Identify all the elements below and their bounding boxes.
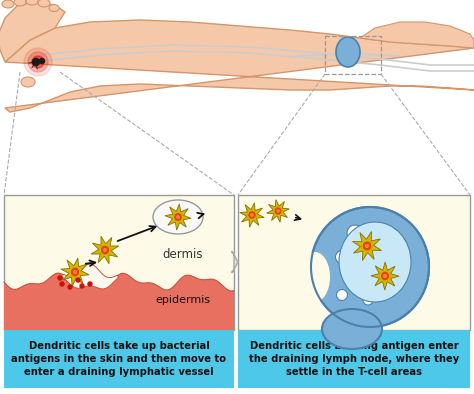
Ellipse shape bbox=[153, 200, 203, 234]
Circle shape bbox=[39, 58, 45, 63]
Ellipse shape bbox=[380, 271, 390, 281]
Ellipse shape bbox=[100, 245, 110, 255]
Circle shape bbox=[32, 56, 44, 68]
Ellipse shape bbox=[311, 207, 429, 327]
Ellipse shape bbox=[336, 37, 360, 67]
Ellipse shape bbox=[38, 0, 50, 7]
Polygon shape bbox=[62, 264, 118, 289]
Ellipse shape bbox=[173, 213, 183, 221]
Text: Dendritic cells bearing antigen enter
the draining lymph node, where they
settle: Dendritic cells bearing antigen enter th… bbox=[249, 341, 459, 377]
Polygon shape bbox=[91, 236, 119, 264]
Text: dermis: dermis bbox=[162, 247, 202, 260]
Ellipse shape bbox=[363, 295, 373, 305]
Polygon shape bbox=[4, 273, 234, 330]
Ellipse shape bbox=[322, 309, 382, 349]
Circle shape bbox=[76, 278, 80, 282]
Circle shape bbox=[382, 273, 389, 279]
Bar bbox=[325, 36, 381, 74]
Bar bbox=[238, 195, 470, 330]
FancyArrow shape bbox=[232, 251, 238, 273]
Ellipse shape bbox=[247, 211, 257, 219]
Circle shape bbox=[73, 271, 76, 273]
Ellipse shape bbox=[300, 252, 330, 302]
Circle shape bbox=[60, 282, 64, 286]
Ellipse shape bbox=[14, 0, 26, 6]
Circle shape bbox=[80, 284, 84, 288]
Ellipse shape bbox=[375, 230, 389, 243]
Ellipse shape bbox=[339, 222, 411, 302]
Polygon shape bbox=[371, 262, 399, 290]
Ellipse shape bbox=[370, 255, 381, 266]
Ellipse shape bbox=[21, 77, 35, 87]
Ellipse shape bbox=[26, 0, 38, 5]
Ellipse shape bbox=[336, 251, 348, 264]
Circle shape bbox=[68, 285, 72, 289]
Bar bbox=[4, 330, 234, 388]
Polygon shape bbox=[5, 20, 474, 112]
Ellipse shape bbox=[347, 225, 363, 241]
Circle shape bbox=[365, 245, 368, 247]
Ellipse shape bbox=[70, 268, 81, 277]
Ellipse shape bbox=[361, 241, 373, 251]
Polygon shape bbox=[360, 22, 474, 48]
Circle shape bbox=[72, 268, 79, 275]
Ellipse shape bbox=[352, 274, 364, 286]
Circle shape bbox=[175, 214, 181, 220]
Polygon shape bbox=[0, 2, 65, 62]
Circle shape bbox=[28, 52, 48, 72]
Circle shape bbox=[88, 282, 92, 286]
Circle shape bbox=[363, 242, 371, 250]
Text: Dendritic cells take up bacterial
antigens in the skin and then move to
enter a : Dendritic cells take up bacterial antige… bbox=[11, 341, 227, 377]
Polygon shape bbox=[165, 204, 191, 230]
Circle shape bbox=[383, 275, 386, 277]
Bar bbox=[238, 330, 470, 388]
Circle shape bbox=[58, 276, 62, 280]
Circle shape bbox=[24, 48, 52, 76]
Ellipse shape bbox=[337, 290, 347, 301]
Polygon shape bbox=[353, 232, 382, 260]
Circle shape bbox=[275, 208, 281, 214]
Circle shape bbox=[104, 249, 106, 251]
Circle shape bbox=[177, 216, 179, 218]
Ellipse shape bbox=[273, 207, 283, 215]
Circle shape bbox=[251, 214, 253, 216]
Circle shape bbox=[101, 246, 109, 254]
Ellipse shape bbox=[2, 0, 14, 8]
Circle shape bbox=[249, 212, 255, 218]
Circle shape bbox=[33, 58, 39, 65]
Circle shape bbox=[277, 210, 279, 212]
Text: epidermis: epidermis bbox=[155, 295, 210, 305]
Polygon shape bbox=[240, 203, 264, 227]
Polygon shape bbox=[61, 258, 89, 286]
Ellipse shape bbox=[49, 4, 59, 11]
Polygon shape bbox=[267, 200, 289, 222]
Bar bbox=[4, 195, 234, 330]
